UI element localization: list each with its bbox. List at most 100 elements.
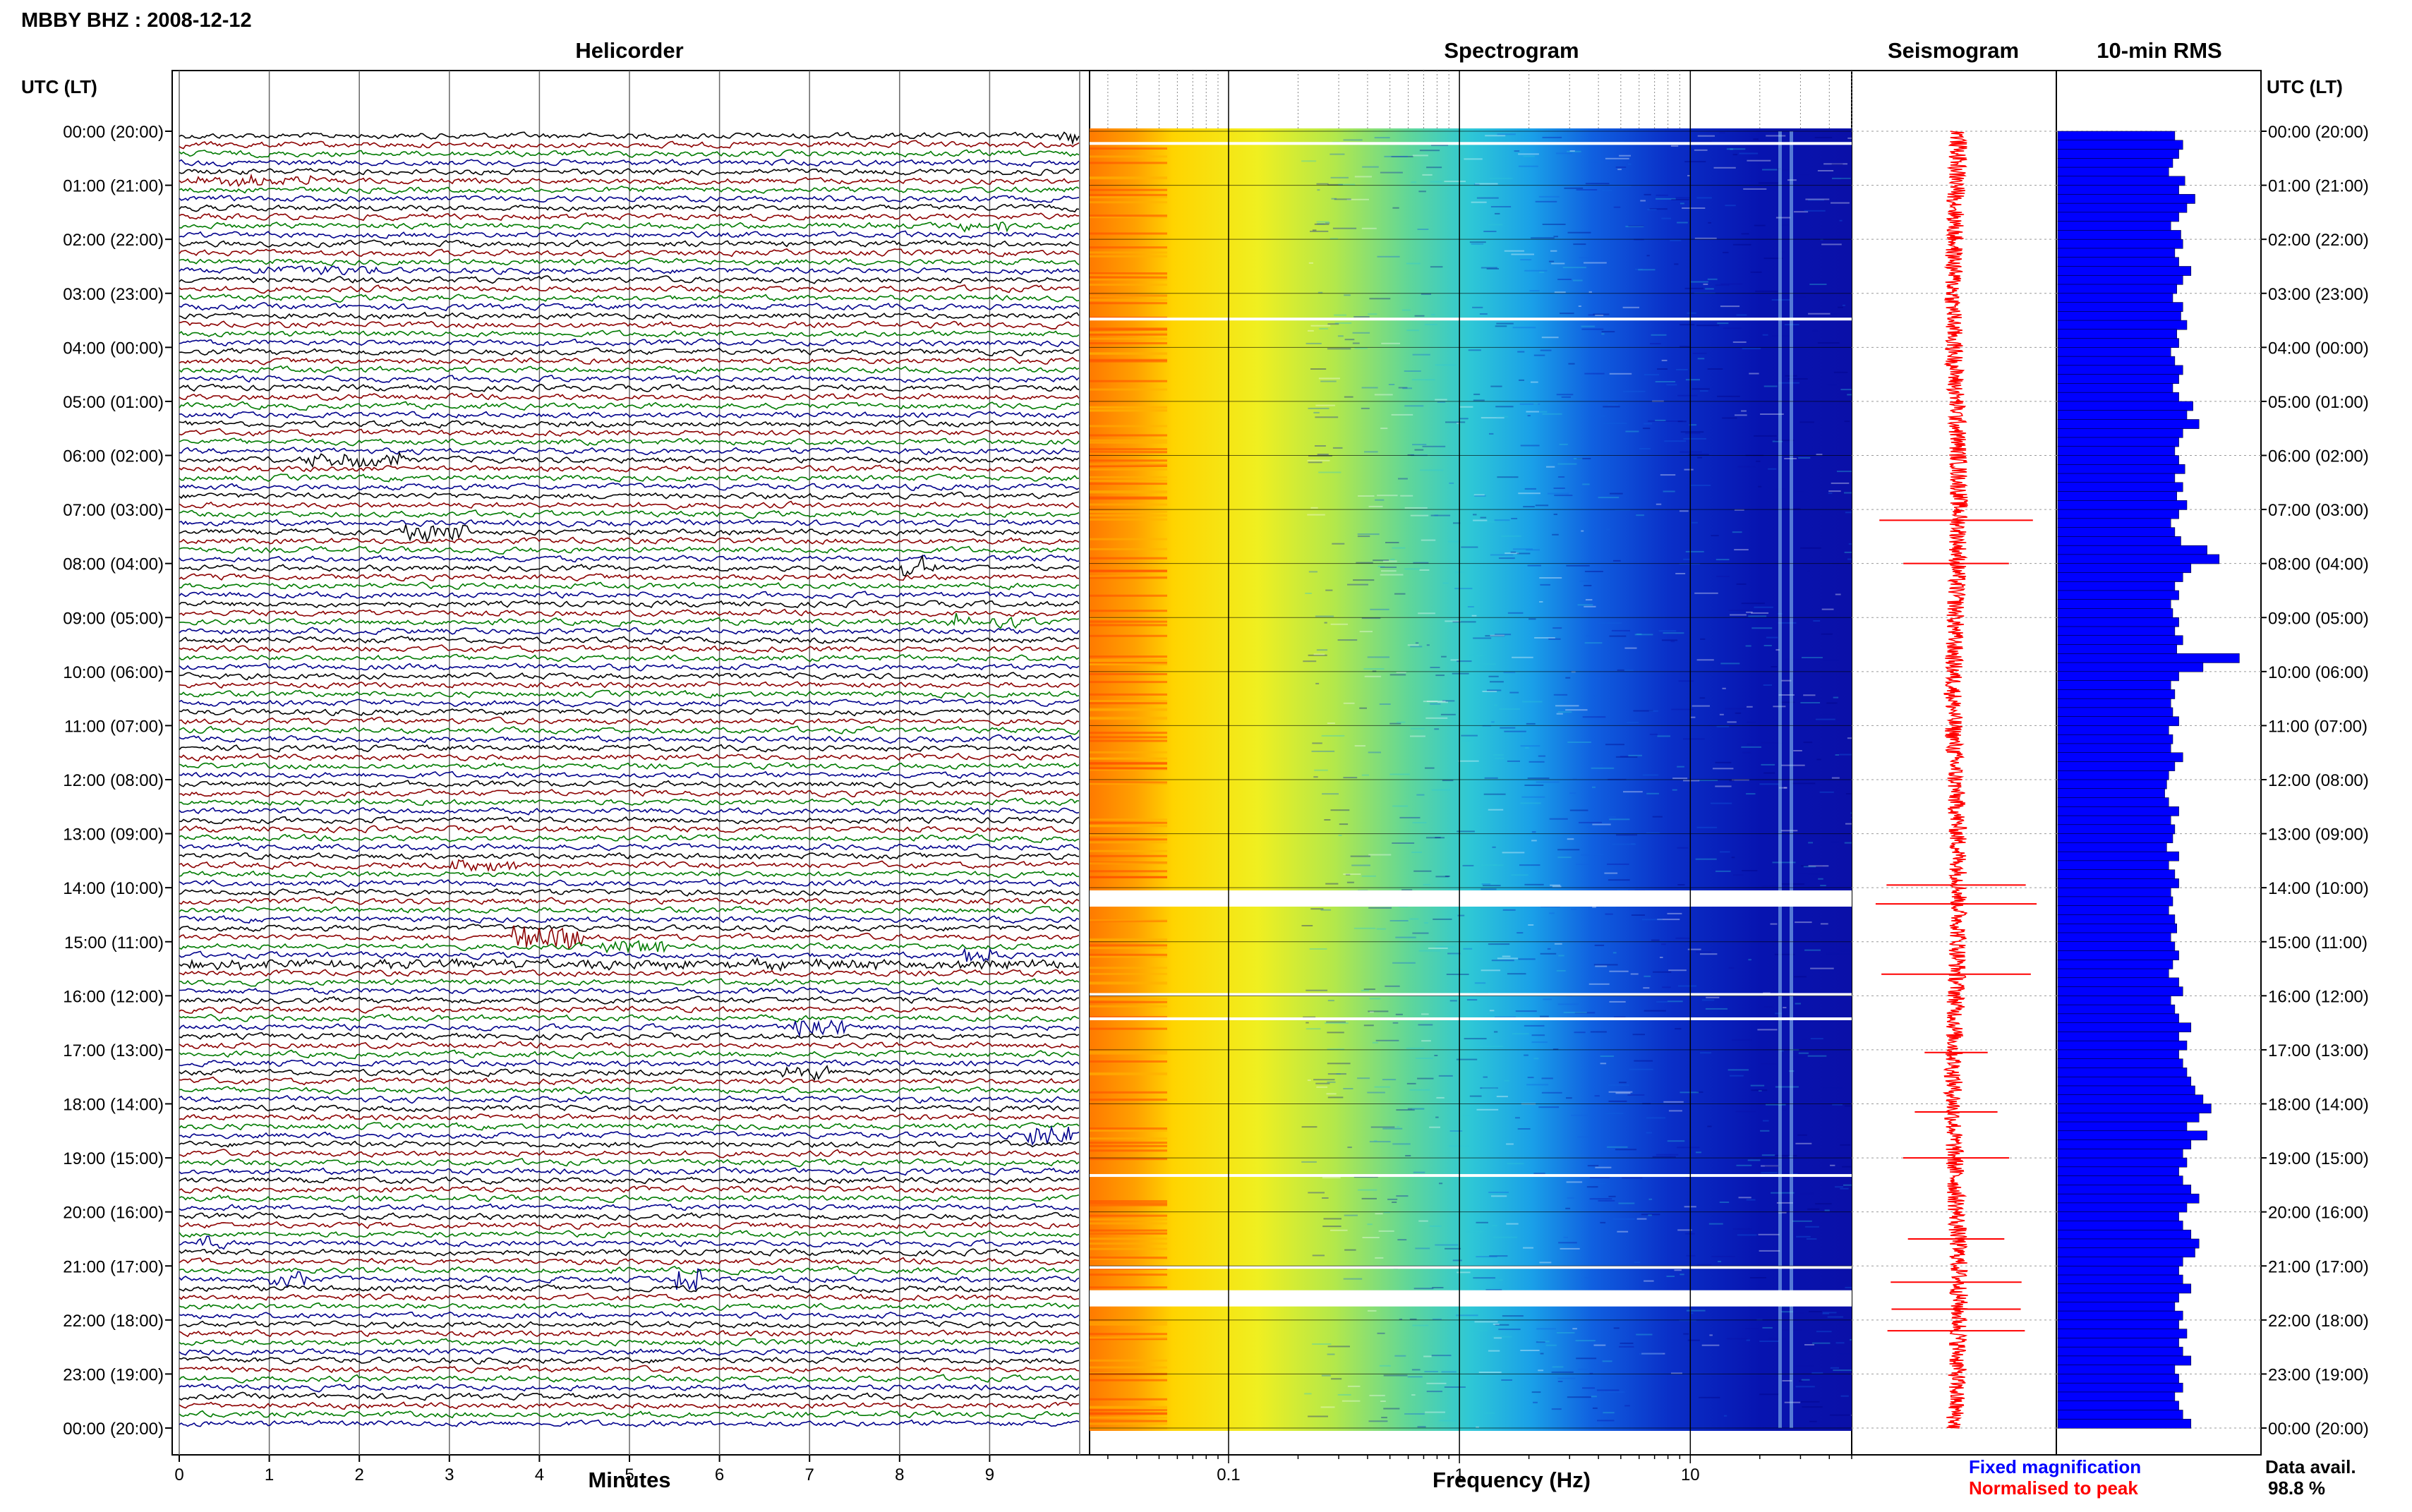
spectrogram-pixel	[1813, 620, 1821, 622]
spectrogram-pixel	[1592, 906, 1596, 908]
spectrogram-pixel	[1380, 171, 1403, 174]
spectrogram-pixel	[1090, 196, 1167, 199]
spectrogram-pixel	[1622, 306, 1639, 308]
spectrogram-pixel	[1518, 958, 1536, 960]
spectrogram-pixel	[1395, 1013, 1403, 1015]
spectrogram-pixel	[1445, 1247, 1461, 1250]
spectrogram-pixel	[1504, 730, 1526, 732]
spectrogram-pixel	[1090, 406, 1167, 409]
rms-bar	[2057, 563, 2192, 574]
spectrogram-pixel	[1494, 519, 1510, 521]
spectrogram-pixel	[1760, 413, 1784, 415]
spectrogram-pixel	[1816, 1331, 1832, 1333]
spectrogram-pixel	[1406, 1047, 1425, 1049]
spectrogram-pixel	[1597, 763, 1603, 766]
spectrogram-pixel	[1452, 621, 1476, 623]
spectrogram-pixel	[1494, 757, 1505, 759]
spectrogram-pixel	[1482, 691, 1497, 692]
spectrogram-pixel	[1423, 1355, 1432, 1357]
helicorder-trace	[179, 1113, 1080, 1121]
rms-bar	[2057, 707, 2173, 718]
spectrogram-pixel	[1476, 197, 1499, 199]
spectrogram-pixel	[1720, 283, 1743, 285]
spectrogram-pixel	[1090, 1005, 1167, 1008]
spectrogram-pixel	[1814, 137, 1833, 138]
spectrogram-pixel	[1609, 1000, 1626, 1003]
spectrogram-pixel	[1457, 422, 1461, 424]
spectrogram-pixel	[1549, 818, 1568, 820]
spectrogram-pixel	[1556, 969, 1566, 972]
spectrogram-pixel	[1569, 150, 1575, 152]
spectrogram-pixel	[1598, 1199, 1615, 1202]
spectrogram-pixel	[1539, 1262, 1552, 1264]
spectrogram-pixel	[1647, 209, 1657, 211]
spectrogram-pixel	[1627, 163, 1632, 165]
spectrogram-pixel	[1842, 1166, 1852, 1168]
rms-bar	[2057, 860, 2169, 871]
spectrogram-pixel	[1457, 660, 1472, 663]
spectrogram-pixel	[1607, 863, 1629, 865]
spectrogram-pixel	[1347, 1147, 1352, 1149]
helicorder-trace	[179, 1293, 1080, 1302]
spectrogram-pixel	[1574, 1032, 1586, 1034]
rms-bar	[2057, 131, 2176, 141]
spectrogram-pixel	[1485, 1289, 1502, 1291]
spectrogram-pixel	[1556, 1332, 1575, 1333]
spectrogram-pixel	[1602, 1360, 1612, 1362]
spectrogram-pixel	[1586, 635, 1593, 637]
spectrogram-pixel	[1691, 281, 1708, 283]
spectrogram-pixel	[1458, 325, 1464, 327]
spectrogram-pixel	[1317, 454, 1329, 455]
spectrogram-pixel	[1359, 631, 1373, 633]
time-label-left: 07:00 (03:00)	[63, 501, 164, 520]
spectrogram-pixel	[1591, 1183, 1607, 1185]
spectrogram-pixel	[1520, 444, 1540, 447]
spectrogram-pixel	[1823, 713, 1835, 715]
spectrogram-pixel	[1392, 1202, 1397, 1203]
spectrogram-pixel	[1605, 744, 1624, 746]
spectrogram-pixel	[1090, 232, 1167, 235]
time-label-left: 00:00 (20:00)	[63, 1420, 164, 1439]
spectrogram-pixel	[1728, 610, 1750, 611]
spectrogram-pixel	[1404, 370, 1421, 372]
spectrogram-pixel	[1795, 921, 1812, 924]
spectrogram-pixel	[1646, 1132, 1652, 1134]
spectrogram-pixel	[1636, 1218, 1647, 1220]
spectrogram-pixel	[1608, 1091, 1633, 1093]
rms-bar	[2057, 923, 2177, 933]
spectrogram-pixel	[1844, 842, 1852, 844]
spectrogram-pixel	[1546, 466, 1555, 468]
spectrogram-pixel	[1329, 153, 1345, 155]
rms-bar	[2057, 1410, 2183, 1420]
spectrogram-pixel	[1734, 549, 1749, 551]
spectrogram-pixel	[1682, 207, 1706, 209]
rms-bar	[2057, 202, 2188, 213]
spectrogram-pixel	[1758, 1233, 1780, 1235]
spectrogram-pixel	[1741, 746, 1761, 748]
spectrogram-pixel	[1423, 701, 1446, 703]
spectrogram-pixel	[1803, 742, 1813, 744]
spectrogram-pixel	[1442, 780, 1454, 782]
spectrogram-pixel	[1553, 694, 1568, 696]
spectrogram-pixel	[1090, 576, 1167, 579]
spectrogram-pixel	[1819, 313, 1837, 315]
spectrogram-pixel	[1661, 217, 1671, 219]
spectrogram-pixel	[1799, 1380, 1803, 1382]
spectrogram-pixel	[1509, 691, 1519, 694]
helicorder-trace	[179, 554, 1080, 563]
spectrogram-pixel	[1090, 655, 1167, 658]
spectrogram-pixel	[1346, 198, 1369, 200]
spectrogram-pixel	[1434, 514, 1438, 516]
time-label-right: 23:00 (19:00)	[2268, 1365, 2369, 1384]
spectrogram-pixel	[1320, 1406, 1335, 1408]
spectrogram-pixel	[1832, 177, 1851, 179]
spectrogram-pixel	[1768, 468, 1777, 470]
time-label-left: 08:00 (04:00)	[63, 555, 164, 574]
time-label-right: 11:00 (07:00)	[2268, 717, 2368, 736]
spectrogram-pixel	[1411, 727, 1425, 730]
helicorder-trace	[179, 1391, 1080, 1401]
spectrogram-pixel	[1090, 955, 1167, 958]
spectrogram-pixel	[1308, 571, 1317, 573]
spectrogram-pixel	[1484, 1412, 1495, 1414]
spectrogram-pixel	[1090, 1099, 1167, 1101]
